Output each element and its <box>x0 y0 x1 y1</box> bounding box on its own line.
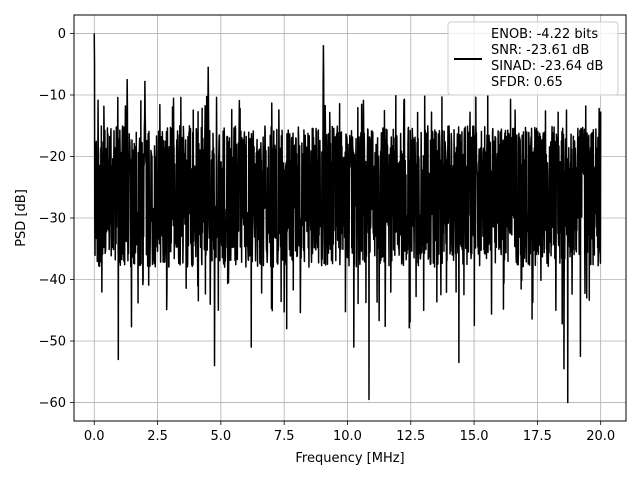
x-tick-label: 2.5 <box>147 429 168 444</box>
y-tick-label: −10 <box>39 88 66 103</box>
legend-text-sinad: SINAD: -23.64 dB <box>491 59 603 74</box>
psd-line <box>93 33 602 404</box>
x-tick-label: 7.5 <box>274 429 295 444</box>
legend-box <box>447 21 619 96</box>
x-tick-label: 17.5 <box>523 429 552 444</box>
x-axis-label: Frequency [MHz] <box>295 451 404 466</box>
x-tick-label: 20.0 <box>586 429 615 444</box>
y-tick-label: −40 <box>39 273 66 288</box>
y-axis-label: PSD [dB] <box>14 189 29 247</box>
legend-text-sfdr: SFDR: 0.65 <box>491 75 563 90</box>
y-axis: 0 −10 −20 −30 −40 −50 −60 <box>39 27 74 411</box>
x-tick-label: 10.0 <box>333 429 362 444</box>
x-tick-label: 5.0 <box>211 429 232 444</box>
y-tick-label: −20 <box>39 150 66 165</box>
x-axis: 0.0 2.5 5.0 7.5 10.0 12.5 15.0 17.5 20.0 <box>84 421 615 444</box>
y-tick-label: −50 <box>39 335 66 350</box>
legend-text-enob: ENOB: -4.22 bits <box>491 27 598 42</box>
x-tick-label: 12.5 <box>396 429 425 444</box>
psd-series <box>93 33 602 404</box>
legend: ENOB: -4.22 bits SNR: -23.61 dB SINAD: -… <box>447 21 619 96</box>
x-tick-label: 0.0 <box>84 429 105 444</box>
y-tick-label: −60 <box>39 396 66 411</box>
y-tick-label: −30 <box>39 212 66 227</box>
legend-text-snr: SNR: -23.61 dB <box>491 43 589 58</box>
x-tick-label: 15.0 <box>460 429 489 444</box>
y-tick-label: 0 <box>58 27 66 42</box>
